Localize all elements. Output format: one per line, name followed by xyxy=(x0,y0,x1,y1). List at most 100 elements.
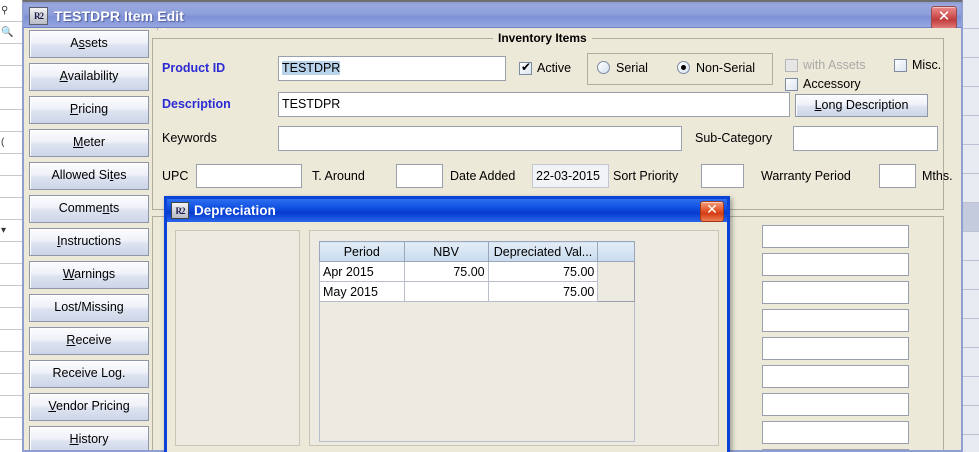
sidebar: Assets Availability Pricing Meter Allowe… xyxy=(24,28,156,450)
table-row[interactable]: May 2015 75.00 xyxy=(319,281,635,302)
accessory-label: Accessory xyxy=(803,77,861,91)
groups-input-department[interactable] xyxy=(762,365,909,388)
scrollbar-segment[interactable] xyxy=(963,174,979,203)
sidebar-item-receive[interactable]: Receive xyxy=(29,327,149,355)
close-icon[interactable]: ✕ xyxy=(700,201,724,222)
scrollbar-segment[interactable] xyxy=(963,87,979,116)
scrollbar-segment[interactable] xyxy=(963,116,979,145)
close-icon[interactable]: ✕ xyxy=(931,6,957,29)
sidebar-item-availability[interactable]: Availability xyxy=(29,63,149,91)
depreciation-body: Period NBV Depreciated Val... Apr 2015 7… xyxy=(167,222,727,452)
scrollbar-thumb[interactable] xyxy=(963,203,979,232)
scrollbar-segment[interactable] xyxy=(963,0,979,29)
background-glyph: 🔍 xyxy=(1,27,14,38)
sidebar-item-instructions[interactable]: Instructions xyxy=(29,228,149,256)
groups-input-exchange[interactable] xyxy=(762,253,909,276)
background-row xyxy=(0,66,22,88)
sidebar-item-comments[interactable]: Comments xyxy=(29,195,149,223)
scrollbar-segment[interactable] xyxy=(963,435,979,452)
sidebar-item-assets[interactable]: Assets xyxy=(29,30,149,58)
non-serial-radio[interactable] xyxy=(677,61,690,74)
warranty-units-label: Mths. xyxy=(922,169,953,183)
warranty-period-label: Warranty Period xyxy=(761,169,851,183)
background-row xyxy=(0,176,22,198)
accessory-checkbox[interactable] xyxy=(785,78,798,91)
groups-input-meter[interactable] xyxy=(762,309,909,332)
background-row: 🔍 xyxy=(0,22,22,44)
sidebar-item-pricing[interactable]: Pricing xyxy=(29,96,149,124)
background-window-left: ⚲ 🔍 ( ▾ xyxy=(0,0,23,452)
warranty-period-input[interactable] xyxy=(879,164,916,188)
misc-label: Misc. xyxy=(912,58,942,72)
sidebar-item-receive-log[interactable]: Receive Log. xyxy=(29,360,149,388)
background-scrollbar[interactable] xyxy=(962,0,979,452)
sidebar-item-lost-missing[interactable]: Lost/Missing xyxy=(29,294,149,322)
window-title: TESTDPR Item Edit xyxy=(54,7,185,24)
app-icon: R2 xyxy=(171,202,189,219)
groups-input-report[interactable] xyxy=(762,337,909,360)
date-added-value[interactable]: 22-03-2015 xyxy=(532,164,609,188)
misc-checkbox[interactable] xyxy=(894,59,907,72)
scrollbar-segment[interactable] xyxy=(963,290,979,319)
cell-filler xyxy=(597,281,635,302)
scrollbar-segment[interactable] xyxy=(963,377,979,406)
description-input[interactable]: TESTDPR xyxy=(278,92,790,117)
scrollbar-segment[interactable] xyxy=(963,406,979,435)
background-row xyxy=(0,396,22,418)
sidebar-item-vendor-pricing[interactable]: Vendor Pricing xyxy=(29,393,149,421)
background-row xyxy=(0,264,22,286)
table-row[interactable]: Apr 2015 75.00 75.00 xyxy=(319,261,635,282)
cell-filler xyxy=(597,261,635,282)
active-checkbox[interactable] xyxy=(519,60,532,75)
groups-input-extra[interactable] xyxy=(762,449,909,450)
background-row xyxy=(0,198,22,220)
sort-priority-input[interactable] xyxy=(701,164,744,188)
table-header-row: Period NBV Depreciated Val... xyxy=(319,241,635,262)
product-id-value: TESTDPR xyxy=(282,61,341,75)
background-glyph: ⚲ xyxy=(1,5,9,16)
cell-depreciated-value: 75.00 xyxy=(487,281,599,302)
column-header-nbv[interactable]: NBV xyxy=(403,241,489,262)
scrollbar-segment[interactable] xyxy=(963,145,979,174)
scrollbar-segment[interactable] xyxy=(963,232,979,261)
depreciation-titlebar[interactable]: R2 Depreciation ✕ xyxy=(164,196,730,222)
groups-input-attribute[interactable] xyxy=(762,393,909,416)
keywords-input[interactable] xyxy=(278,126,682,151)
scrollbar-segment[interactable] xyxy=(963,319,979,348)
long-description-button[interactable]: Long Description xyxy=(795,94,928,117)
sidebar-item-meter[interactable]: Meter xyxy=(29,129,149,157)
upc-input[interactable] xyxy=(196,164,302,188)
with-assets-checkbox[interactable] xyxy=(785,59,798,72)
background-row xyxy=(0,88,22,110)
serial-radio[interactable] xyxy=(597,61,610,74)
groups-input-commission[interactable] xyxy=(762,281,909,304)
t-around-label: T. Around xyxy=(312,169,365,183)
background-row xyxy=(0,374,22,396)
item-edit-titlebar[interactable]: R2 TESTDPR Item Edit ✕ xyxy=(22,2,963,29)
depreciation-table[interactable]: Period NBV Depreciated Val... Apr 2015 7… xyxy=(319,241,635,302)
scrollbar-segment[interactable] xyxy=(963,261,979,290)
scrollbar-segment[interactable] xyxy=(963,348,979,377)
scrollbar-segment[interactable] xyxy=(963,29,979,58)
t-around-input[interactable] xyxy=(396,164,443,188)
product-id-label: Product ID xyxy=(162,61,226,75)
groups-input-availability[interactable] xyxy=(762,225,909,248)
sidebar-item-allowed-sites[interactable]: Allowed Sites xyxy=(29,162,149,190)
column-header-period[interactable]: Period xyxy=(319,241,405,262)
with-assets-label: with Assets xyxy=(803,58,866,72)
background-row xyxy=(0,352,22,374)
product-id-input[interactable]: TESTDPR xyxy=(278,56,506,81)
sort-priority-label: Sort Priority xyxy=(613,169,679,183)
groups-input-tax[interactable] xyxy=(762,421,909,444)
background-glyph: ▾ xyxy=(1,225,7,236)
cell-nbv: 75.00 xyxy=(403,261,489,282)
sidebar-item-warnings[interactable]: Warnings xyxy=(29,261,149,289)
sidebar-item-history[interactable]: History xyxy=(29,426,149,450)
non-serial-label: Non-Serial xyxy=(696,61,756,75)
background-row xyxy=(0,330,22,352)
scrollbar-segment[interactable] xyxy=(963,58,979,87)
depreciation-left-pane xyxy=(175,230,300,446)
sub-category-input[interactable] xyxy=(793,126,938,151)
date-added-label: Date Added xyxy=(450,169,516,183)
column-header-depreciated-value[interactable]: Depreciated Val... xyxy=(487,241,599,262)
